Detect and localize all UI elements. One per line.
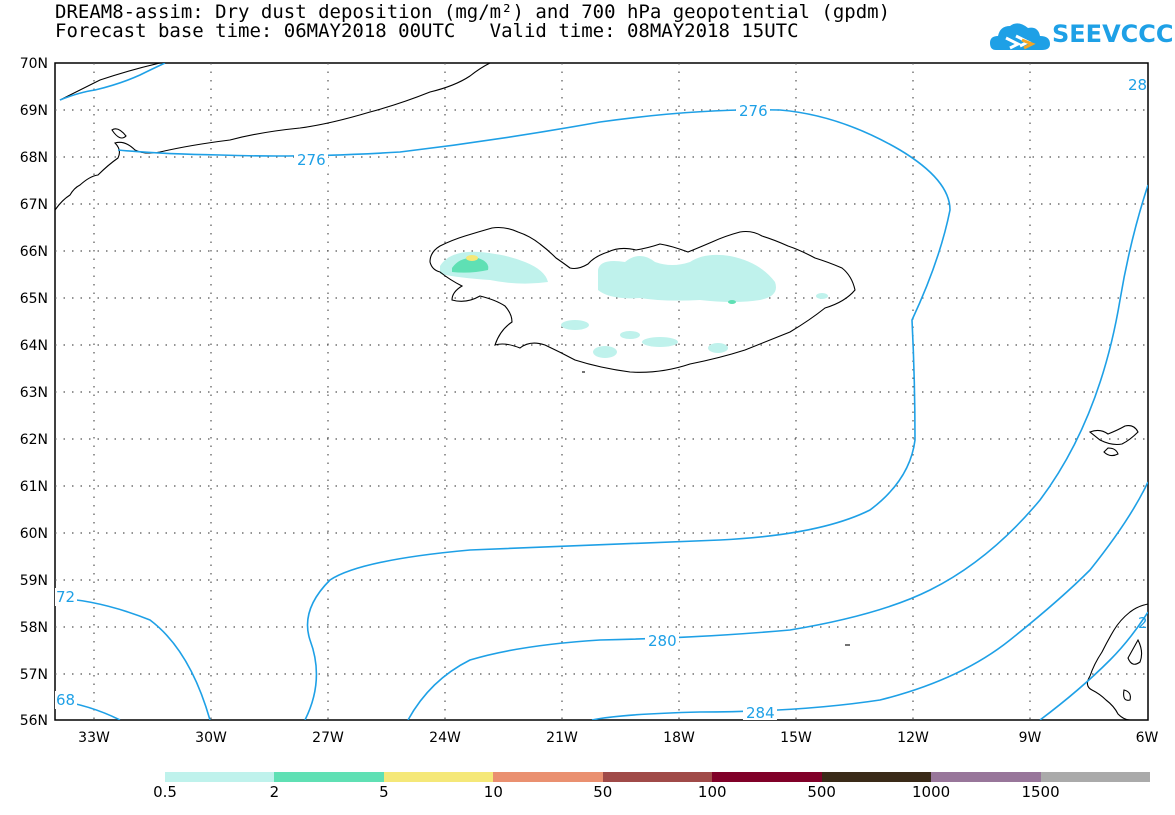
contour-label: 280 bbox=[648, 632, 677, 650]
lat-label: 66N bbox=[20, 244, 48, 260]
lat-label: 63N bbox=[20, 385, 48, 401]
dust-deposition-area bbox=[440, 251, 828, 358]
map-subtitle: Forecast base time: 06MAY2018 00UTC Vali… bbox=[55, 20, 799, 42]
legend-label: 10 bbox=[483, 783, 503, 801]
logo-text: SEEVCCC bbox=[1052, 20, 1174, 48]
lon-label: 27W bbox=[312, 730, 344, 746]
lat-label: 57N bbox=[20, 667, 48, 683]
map-canvas: 276 276 280 284 72 68 28 2 70N 69N 68N 6… bbox=[20, 56, 1159, 746]
legend-label: 2 bbox=[269, 783, 280, 801]
lat-label: 70N bbox=[20, 56, 48, 72]
legend-colorbar bbox=[165, 772, 1150, 782]
legend-swatch bbox=[493, 772, 603, 782]
lat-label: 58N bbox=[20, 620, 48, 636]
longitude-labels: 33W 30W 27W 24W 21W 18W 15W 12W 9W 6W bbox=[78, 730, 1158, 746]
legend-swatch bbox=[1040, 772, 1150, 782]
lon-label: 21W bbox=[546, 730, 578, 746]
map-frame bbox=[54, 62, 1149, 721]
legend-label: 0.5 bbox=[153, 783, 177, 801]
graticule bbox=[55, 63, 1148, 720]
lat-label: 59N bbox=[20, 573, 48, 589]
legend-label: 5 bbox=[379, 783, 389, 801]
legend-swatch bbox=[821, 772, 932, 782]
legend-label: 1500 bbox=[1021, 783, 1060, 801]
contour-label: 68 bbox=[56, 691, 75, 709]
lat-label: 56N bbox=[20, 713, 48, 729]
contour-label: 284 bbox=[746, 704, 775, 722]
map-title: DREAM8-assim: Dry dust deposition (mg/m²… bbox=[55, 1, 891, 23]
contour-label: 276 bbox=[739, 102, 768, 120]
cloud-icon bbox=[990, 23, 1050, 50]
lon-label: 18W bbox=[663, 730, 695, 746]
latitude-labels: 70N 69N 68N 67N 66N 65N 64N 63N 62N 61N … bbox=[20, 56, 48, 729]
contour-label: 28 bbox=[1128, 76, 1147, 94]
legend-label: 50 bbox=[593, 783, 613, 801]
lat-label: 62N bbox=[20, 432, 48, 448]
contour-label: 276 bbox=[297, 151, 326, 169]
legend-swatch bbox=[274, 772, 384, 782]
contour-label: 2 bbox=[1138, 614, 1148, 632]
geopotential-contours bbox=[55, 63, 1148, 720]
lat-label: 60N bbox=[20, 526, 48, 542]
legend-label: 100 bbox=[697, 783, 727, 801]
contour-labels: 276 276 280 284 72 68 28 2 bbox=[55, 76, 1148, 722]
legend-swatch bbox=[602, 772, 713, 782]
lon-label: 12W bbox=[897, 730, 929, 746]
legend-swatch bbox=[931, 772, 1041, 782]
lon-label: 9W bbox=[1019, 730, 1042, 746]
lon-label: 30W bbox=[195, 730, 227, 746]
lat-label: 68N bbox=[20, 150, 48, 166]
lon-label: 15W bbox=[780, 730, 812, 746]
legend-swatch bbox=[383, 772, 494, 782]
legend-label: 1000 bbox=[912, 783, 951, 801]
lat-label: 65N bbox=[20, 291, 48, 307]
legend-swatch bbox=[165, 772, 275, 782]
lat-label: 64N bbox=[20, 338, 48, 354]
contour-label: 72 bbox=[56, 588, 75, 606]
legend-label: 500 bbox=[807, 783, 836, 801]
lon-label: 33W bbox=[78, 730, 110, 746]
lon-label: 24W bbox=[429, 730, 461, 746]
lat-label: 69N bbox=[20, 103, 48, 119]
legend-swatch bbox=[712, 772, 822, 782]
lat-label: 67N bbox=[20, 197, 48, 213]
lat-label: 61N bbox=[20, 479, 48, 495]
lon-label: 6W bbox=[1136, 730, 1159, 746]
